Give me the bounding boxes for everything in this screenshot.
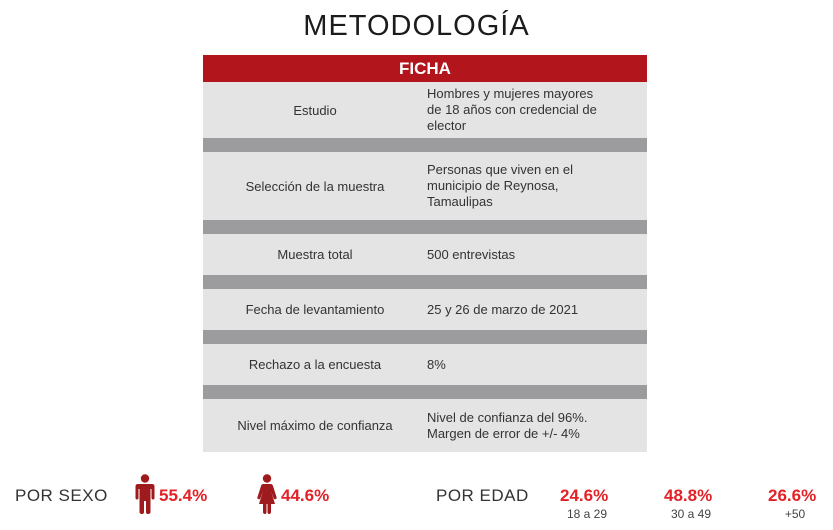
row-value-line: Tamaulipas	[427, 194, 493, 209]
ficha-table: FICHA Estudio Hombres y mujeres mayores …	[203, 55, 647, 452]
row-value-line: municipio de Reynosa,	[427, 178, 559, 193]
male-icon	[135, 474, 155, 514]
edad-group-3-percent: 26.6%	[768, 486, 817, 505]
row-value: Nivel de confianza del 96%. Margen de er…	[427, 410, 647, 442]
ficha-row-confianza: Nivel máximo de confianza Nivel de confi…	[203, 399, 647, 452]
ficha-row-fecha: Fecha de levantamiento 25 y 26 de marzo …	[203, 289, 647, 330]
ficha-row-estudio: Estudio Hombres y mujeres mayores de 18 …	[203, 82, 647, 138]
row-value: 25 y 26 de marzo de 2021	[427, 302, 647, 318]
row-value-line: 500 entrevistas	[427, 246, 516, 262]
row-separator	[203, 275, 647, 289]
ficha-row-muestra: Muestra total 500 entrevistas	[203, 234, 647, 275]
row-label: Fecha de levantamiento	[245, 302, 385, 317]
row-separator	[203, 385, 647, 399]
edad-group-2-percent: 48.8%	[664, 486, 713, 505]
row-separator	[203, 138, 647, 152]
edad-group-2-range: 30 a 49	[670, 507, 712, 521]
demographics-bar: POR SEXO 55.4% 44.6% POR EDAD 24.6% 18 a…	[0, 474, 833, 530]
row-separator	[203, 220, 647, 234]
row-value: Personas que viven en el municipio de Re…	[427, 162, 647, 210]
row-value: Hombres y mujeres mayores de 18 años con…	[427, 86, 647, 134]
hombres-percent: 55.4%	[159, 486, 208, 505]
row-value-line: 25 y 26 de marzo de 2021	[427, 301, 579, 317]
row-value-line: Nivel de confianza del 96%.	[427, 409, 588, 425]
row-label: Muestra total	[277, 247, 353, 262]
row-value-line: Margen de error de +/- 4%	[427, 425, 580, 441]
row-label: Nivel máximo de confianza	[237, 418, 393, 433]
row-label: Estudio	[293, 102, 337, 118]
row-separator	[203, 330, 647, 344]
row-value: 500 entrevistas	[427, 247, 647, 263]
female-icon	[257, 474, 277, 514]
row-value-line: Personas que viven en el	[427, 162, 573, 177]
edad-group-1-percent: 24.6%	[560, 486, 609, 505]
mujeres-percent: 44.6%	[281, 486, 330, 505]
por-sexo-label: POR SEXO	[15, 486, 108, 505]
por-edad-label: POR EDAD	[436, 486, 529, 505]
row-label: Selección de la muestra	[245, 178, 385, 194]
edad-group-1-range: 18 a 29	[566, 507, 608, 521]
page-title: METODOLOGÍA	[303, 10, 530, 42]
row-value-line: de 18 años con credencial de	[427, 102, 597, 117]
ficha-row-seleccion: Selección de la muestra Personas que viv…	[203, 152, 647, 220]
row-value-line: Hombres y mujeres mayores	[427, 86, 594, 101]
edad-group-3-range: +50	[784, 507, 806, 521]
row-label: Rechazo a la encuesta	[248, 357, 382, 372]
ficha-header: FICHA	[203, 55, 647, 82]
ficha-row-rechazo: Rechazo a la encuesta 8%	[203, 344, 647, 385]
row-value: 8%	[427, 357, 647, 373]
row-value-line: 8%	[427, 356, 446, 372]
row-value-line: elector	[427, 118, 467, 133]
